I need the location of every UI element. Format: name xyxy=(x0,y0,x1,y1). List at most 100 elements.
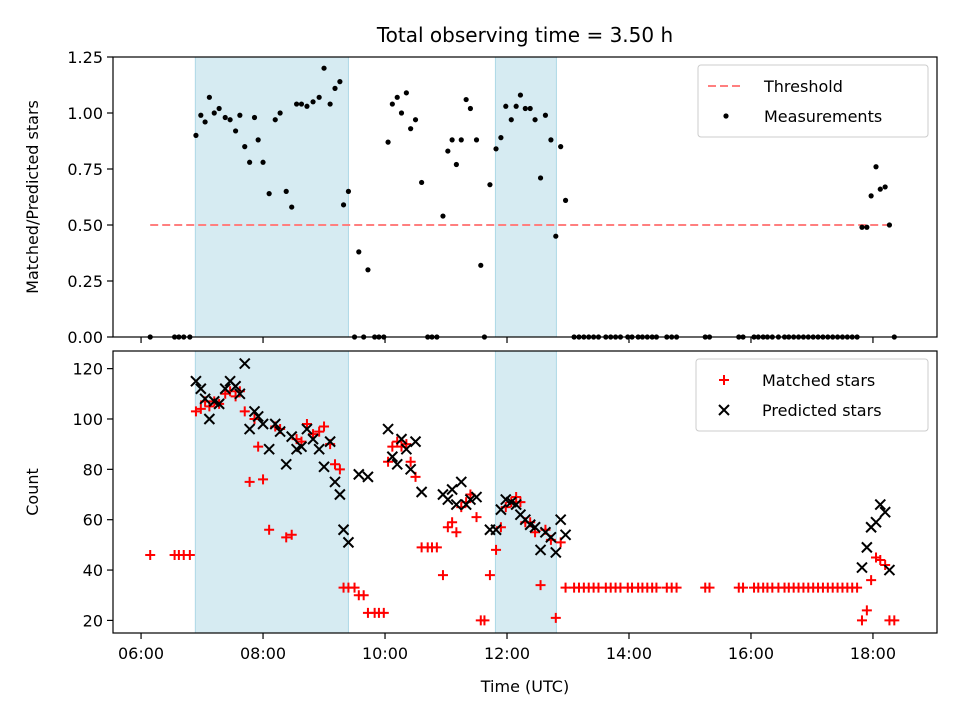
measurement-point xyxy=(403,90,409,96)
predicted-point xyxy=(203,413,216,425)
matched-point xyxy=(738,582,749,593)
x-tick-label: 14:00 xyxy=(606,644,652,663)
matched-point xyxy=(239,406,250,417)
measurement-point xyxy=(513,103,519,109)
x-tick-label: 16:00 xyxy=(728,644,774,663)
measurement-point xyxy=(478,262,484,268)
y-tick-label: 20 xyxy=(83,611,103,630)
x-tick-label: 12:00 xyxy=(484,644,530,663)
measurement-point xyxy=(412,117,419,123)
measurement-point xyxy=(886,222,893,228)
matched-point xyxy=(437,570,448,581)
count-legend: Matched stars Predicted stars xyxy=(695,358,929,432)
predicted-point xyxy=(559,529,572,541)
predicted-point xyxy=(495,503,507,516)
measurement-point xyxy=(327,101,333,107)
measurement-point xyxy=(449,137,455,143)
measurement-point xyxy=(260,159,266,165)
matched-point xyxy=(704,582,715,593)
measurement-point xyxy=(864,224,870,230)
matched-point xyxy=(866,575,877,586)
y-tick-label: 0.75 xyxy=(67,160,103,179)
measurement-point xyxy=(882,184,888,190)
measurement-point xyxy=(522,105,528,112)
measurement-point xyxy=(293,101,300,107)
matched-point xyxy=(861,605,872,616)
predicted-point xyxy=(874,498,886,511)
series-matched-stars xyxy=(145,386,900,626)
predicted-point xyxy=(318,461,330,473)
predicted-point xyxy=(446,483,458,496)
matched-point xyxy=(314,426,325,437)
predicted-point xyxy=(382,423,394,435)
matched-point xyxy=(447,517,458,528)
predicted-point xyxy=(415,486,428,498)
y-tick-label: 80 xyxy=(83,460,103,479)
predicted-point xyxy=(307,433,319,445)
x-tick-label: 08:00 xyxy=(240,644,286,663)
measurement-point xyxy=(498,135,504,141)
legend-matched-swatch xyxy=(719,375,729,385)
matched-point xyxy=(479,615,490,626)
matched-point xyxy=(264,524,275,535)
matched-point xyxy=(856,615,867,626)
predicted-point xyxy=(861,541,873,554)
y-tick-label: 120 xyxy=(72,360,103,379)
measurement-point xyxy=(517,92,524,98)
measurement-point xyxy=(289,204,295,210)
measurement-point xyxy=(310,99,316,105)
legend-label: Predicted stars xyxy=(762,401,882,420)
predicted-point xyxy=(274,425,286,438)
predicted-point xyxy=(455,476,467,488)
predicted-point xyxy=(353,468,365,481)
measurement-point xyxy=(298,101,305,107)
measurement-point xyxy=(394,94,400,100)
observing-window xyxy=(194,56,349,338)
measurement-point xyxy=(548,137,554,143)
measurement-point xyxy=(340,202,347,208)
measurement-point xyxy=(859,224,865,230)
matched-point xyxy=(253,441,264,452)
x-tick-label: 18:00 xyxy=(850,644,896,663)
measurement-point xyxy=(473,137,480,143)
matched-point xyxy=(431,542,442,553)
legend-label: Measurements xyxy=(764,107,882,126)
measurement-point xyxy=(247,159,253,165)
predicted-point xyxy=(386,451,399,463)
predicted-point xyxy=(301,423,313,435)
legend-predicted-swatch xyxy=(718,404,730,416)
measurement-point xyxy=(266,191,272,197)
legend-measurement-swatch xyxy=(723,113,729,119)
y-tick-label: 1.25 xyxy=(67,48,103,67)
predicted-point xyxy=(395,433,408,445)
measurement-point xyxy=(198,112,204,118)
predicted-point xyxy=(545,531,557,544)
count-panel: 20 40 60 80 100 120 06:00 08:00 10:00 12:00 14:00… xyxy=(23,350,938,696)
predicted-point xyxy=(490,524,502,536)
observing-window xyxy=(494,56,557,338)
x-tick-label: 06:00 xyxy=(118,644,164,663)
measurement-point xyxy=(316,94,322,100)
y-tick-label: 0.25 xyxy=(67,272,103,291)
count-marks xyxy=(145,357,900,626)
measurement-point xyxy=(222,114,228,121)
y-tick-label: 60 xyxy=(83,511,103,530)
matched-point xyxy=(358,590,369,601)
ratio-axes-frame xyxy=(112,56,938,338)
predicted-point xyxy=(280,458,292,471)
measurement-point xyxy=(408,126,414,132)
matched-point xyxy=(319,421,330,432)
measurement-point xyxy=(877,186,883,192)
measurement-point xyxy=(242,144,248,150)
matched-point xyxy=(392,436,403,447)
measurement-point xyxy=(493,146,499,152)
y-tick-label: 1.00 xyxy=(67,104,103,123)
measurement-point xyxy=(873,164,879,170)
legend-label: Threshold xyxy=(763,77,843,96)
matched-point xyxy=(334,464,345,475)
predicted-point xyxy=(510,498,522,511)
predicted-point xyxy=(464,493,477,506)
measurement-point xyxy=(216,105,222,112)
predicted-point xyxy=(263,443,275,455)
